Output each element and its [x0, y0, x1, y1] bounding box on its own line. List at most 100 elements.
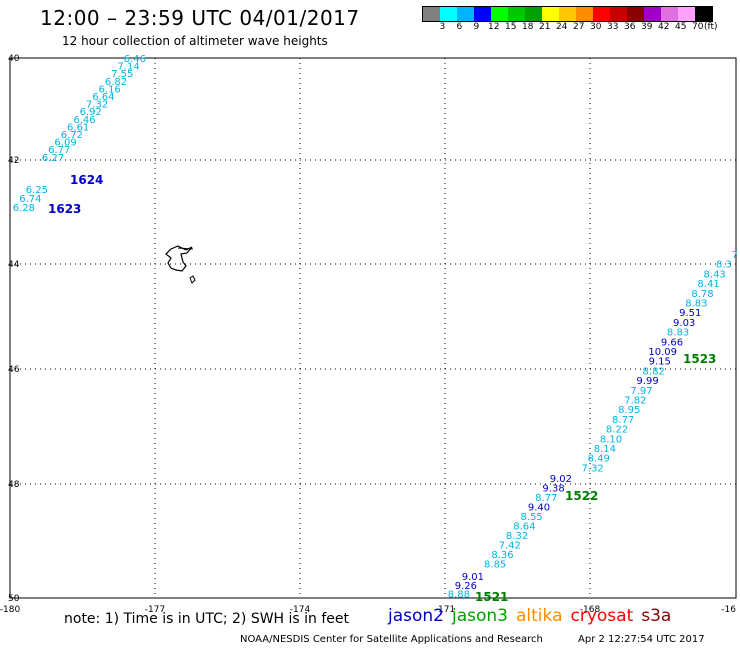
wave-height-value: 6.09: [54, 138, 76, 149]
wave-height-value: 8.78: [691, 289, 713, 300]
wave-height-value: 7: [732, 250, 738, 261]
wave-height-value: 6.77: [48, 145, 70, 156]
colorbar-swatch: [695, 7, 712, 21]
credit-text: NOAA/NESDIS Center for Satellite Applica…: [240, 634, 543, 645]
wave-height-value: 6.92: [80, 107, 102, 118]
colorbar-swatch: [627, 7, 644, 21]
colorbar-swatch: [457, 7, 474, 21]
wave-height-value: 10.09: [648, 347, 677, 358]
wave-height-value: 9.51: [679, 308, 701, 319]
longitude-label: -180: [0, 605, 20, 615]
legend-altika: altika: [516, 606, 563, 626]
colorbar-swatch: [440, 7, 457, 21]
wave-height-value: 6.28: [13, 203, 35, 214]
colorbar-label: 27: [573, 22, 585, 32]
wave-height-value: 8.83: [685, 299, 707, 310]
wave-height-value: 7.82: [624, 396, 646, 407]
longitude-label: -16: [721, 605, 736, 615]
latitude-labels: 40 42 44 46 48 50: [8, 54, 20, 604]
wave-height-value: 7.32: [86, 100, 108, 111]
pass-id-label: 1523: [683, 352, 716, 366]
colorbar-label: 15: [505, 22, 517, 32]
colorbar-swatch: [491, 7, 508, 21]
colorbar-label: 3: [439, 22, 446, 32]
wave-height-value: 8.41: [697, 279, 719, 290]
wave-height-value: 6.16: [99, 84, 121, 95]
wave-height-value: 9.02: [550, 474, 572, 485]
legend-s3a: s3a: [641, 606, 672, 626]
pass-id-label: 1521: [475, 590, 508, 604]
wave-height-value: 6.61: [67, 122, 89, 133]
wave-height-value: 6.46: [73, 115, 95, 126]
wave-height-value: 6.72: [61, 130, 83, 141]
colorbar-label: 33: [607, 22, 619, 32]
track-1523: 78.38.438.418.788.839.519.038.839.6610.0…: [582, 250, 738, 474]
wave-height-value: 7.42: [499, 541, 521, 552]
wave-height-value: 9.03: [673, 318, 695, 329]
wave-height-value: 7.32: [582, 463, 604, 474]
wave-height-value: 6.25: [26, 185, 48, 196]
wave-height-value: 8.36: [491, 550, 513, 561]
track-1521: 9.019.268.88 1521: [448, 572, 509, 604]
latitude-label: 50: [8, 594, 20, 604]
wave-height-value: 8.10: [600, 434, 622, 445]
wave-height-value: 8.88: [448, 590, 470, 601]
satellite-legend: jason2 jason3 altika cryosat s3a: [388, 606, 679, 626]
colorbar-label: 45: [675, 22, 687, 32]
colorbar-label: 18: [522, 22, 534, 32]
wave-height-value: 7.55: [111, 69, 133, 80]
longitude-label: -168: [580, 605, 601, 615]
wave-height-value: 8.83: [667, 328, 689, 339]
wave-height-value: 9.26: [455, 581, 477, 592]
colorbar-swatch: [542, 7, 559, 21]
wave-height-value: 6.74: [19, 194, 41, 205]
wave-height-value: 8.95: [618, 405, 640, 416]
wave-height-value: 6.27: [42, 153, 64, 164]
colorbar-label: 70: [692, 22, 704, 32]
wave-height-value: 8.43: [704, 269, 726, 280]
colorbar-label: 36: [624, 22, 636, 32]
track-1522: 9.029.388.779.408.558.648.327.428.368.85…: [484, 474, 598, 571]
longitude-labels: -180 -177 -174 -171 -168 -16: [0, 605, 736, 615]
wave-height-colorbar: [422, 6, 713, 22]
longitude-label: -171: [435, 605, 455, 615]
wave-height-value: 8.49: [588, 454, 610, 465]
wave-height-value: 7.97: [630, 386, 652, 397]
lat-lon-grid: [10, 58, 736, 598]
legend-cryosat: cryosat: [570, 606, 634, 626]
units-note: note: 1) Time is in UTC; 2) SWH is in fe…: [64, 611, 350, 627]
colorbar-label: 39: [641, 22, 653, 32]
latitude-label: 40: [8, 54, 20, 64]
longitude-label: -174: [290, 605, 311, 615]
colorbar-label: 9: [473, 22, 480, 32]
longitude-label: -177: [145, 605, 165, 615]
wave-height-value: 8.77: [535, 493, 557, 504]
wave-height-value: 8.77: [612, 415, 634, 426]
satellite-tracks: 6.467.147.556.826.166.647.326.926.466.61…: [13, 54, 738, 604]
colorbar-label: 42: [658, 22, 670, 32]
colorbar-swatch: [525, 7, 542, 21]
colorbar-swatch: [593, 7, 610, 21]
wave-height-value: 8.3: [716, 260, 732, 271]
wave-height-value: 8.85: [484, 560, 506, 571]
colorbar-label: 21: [539, 22, 551, 32]
map-subtitle: 12 hour collection of altimeter wave hei…: [62, 34, 328, 48]
wave-height-value: 6.82: [105, 77, 127, 88]
wave-height-value: 8.14: [594, 444, 616, 455]
wave-height-value: 6.64: [92, 92, 114, 103]
map-frame: [9, 57, 737, 599]
colorbar-swatch: [661, 7, 678, 21]
legend-jason3: jason3: [452, 606, 508, 626]
wave-height-value: 8.64: [513, 522, 535, 533]
colorbar-swatch: [474, 7, 491, 21]
pass-id-label: 1623: [48, 202, 81, 216]
latitude-label: 44: [8, 260, 20, 270]
wave-height-value: 9.99: [636, 376, 658, 387]
wave-height-value: 6.46: [124, 54, 146, 65]
wave-height-value: 8.22: [606, 425, 628, 436]
latitude-label: 48: [8, 480, 20, 490]
wave-height-value: 9.38: [542, 484, 564, 495]
colorbar-swatch: [423, 7, 440, 21]
colorbar-label: (ft): [704, 22, 718, 32]
